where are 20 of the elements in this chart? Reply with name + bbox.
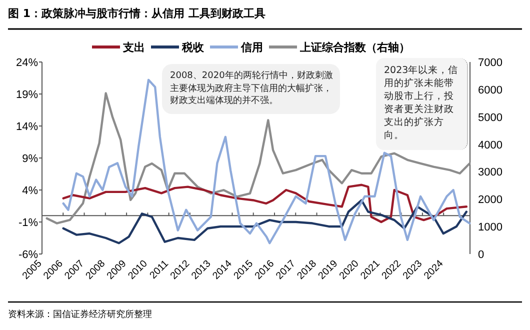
y-tick-label: 19%: [16, 89, 38, 101]
y-tick-label: 9%: [22, 153, 38, 165]
y2-tick-label: 6000: [478, 84, 502, 96]
y-tick-label: 14%: [16, 121, 38, 133]
y2-tick-label: 3000: [478, 166, 502, 179]
legend-label: 税收: [181, 41, 205, 54]
y2-tick-label: 1000: [478, 222, 502, 234]
y2-tick-label: 0: [478, 249, 484, 261]
y2-tick-label: 4000: [478, 139, 502, 152]
legend-label: 上证综合指数（右轴）: [299, 41, 410, 54]
y-tick-label: -6%: [18, 249, 38, 261]
y2-tick-label: 2000: [478, 194, 502, 206]
y-tick-label: 24%: [16, 57, 38, 69]
legend-label: 支出: [122, 41, 145, 54]
y-tick-label: -1%: [18, 217, 38, 229]
y2-tick-label: 5000: [478, 112, 502, 124]
y2-tick-label: 7000: [478, 57, 502, 69]
legend-label: 信用: [240, 41, 263, 54]
chart-title: 图 1：政策脉冲与股市行情：从信用 工具到财政工具: [8, 6, 266, 21]
y-tick-label: 4%: [22, 185, 38, 197]
